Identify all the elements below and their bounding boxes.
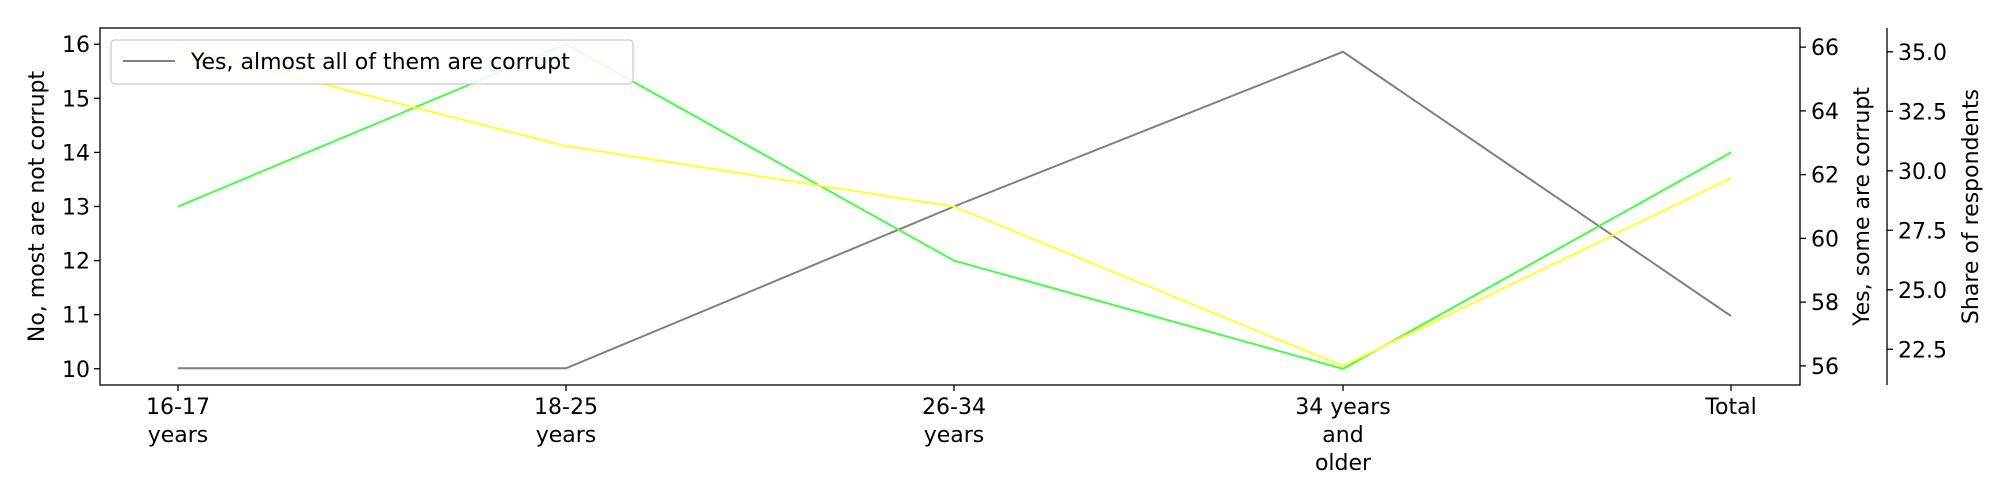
legend: Yes, almost all of them are corrupt xyxy=(110,39,634,85)
right1-axis-title: Yes, some are corrupt xyxy=(1850,87,1875,327)
x-tick-label: 18-25 years xyxy=(534,395,598,448)
right2-y-tick-label: 30.0 xyxy=(1898,160,1947,185)
x-tick-label: Total xyxy=(1704,395,1756,420)
series-line-left xyxy=(177,43,1732,370)
right2-y-tick-label: 27.5 xyxy=(1898,219,1947,244)
left-y-tick-label: 16 xyxy=(62,33,90,58)
x-tick-label: 16-17 years xyxy=(146,395,210,448)
x-tick-label: 34 years and older xyxy=(1295,395,1391,476)
right1-y-tick-label: 56 xyxy=(1811,355,1839,380)
right2-axis-title: Share of respondents xyxy=(1959,89,1984,324)
legend-box xyxy=(110,39,634,85)
series-lines xyxy=(177,43,1732,370)
right2-y-tick-label: 25.0 xyxy=(1898,279,1947,304)
left-y-tick-label: 13 xyxy=(62,196,90,221)
left-y-tick-label: 12 xyxy=(62,250,90,275)
left-axis-title: No, most are not corrupt xyxy=(25,70,50,342)
right1-y-tick-label: 58 xyxy=(1811,291,1839,316)
x-tick-label: 26-34 years xyxy=(922,395,986,448)
left-y-tick-label: 15 xyxy=(62,87,90,112)
right2-y-tick-label: 32.5 xyxy=(1898,100,1947,125)
left-y-tick-label: 10 xyxy=(62,358,90,383)
right1-y-tick-label: 64 xyxy=(1811,100,1839,125)
right1-y-tick-label: 66 xyxy=(1811,36,1839,61)
right1-y-tick-label: 62 xyxy=(1811,164,1839,189)
legend-label: Yes, almost all of them are corrupt xyxy=(190,50,570,75)
series-line-right1 xyxy=(177,46,1732,367)
right1-y-tick-label: 60 xyxy=(1811,227,1839,252)
series-line-right2 xyxy=(178,50,1732,370)
axes: 16-17 years 18-25 years 26-34 years 34 years an… xyxy=(25,28,1984,476)
left-y-tick-label: 14 xyxy=(62,141,90,166)
right2-y-tick-label: 22.5 xyxy=(1898,338,1947,363)
right2-y-tick-label: 35.0 xyxy=(1898,41,1947,66)
left-y-tick-label: 11 xyxy=(62,304,90,329)
